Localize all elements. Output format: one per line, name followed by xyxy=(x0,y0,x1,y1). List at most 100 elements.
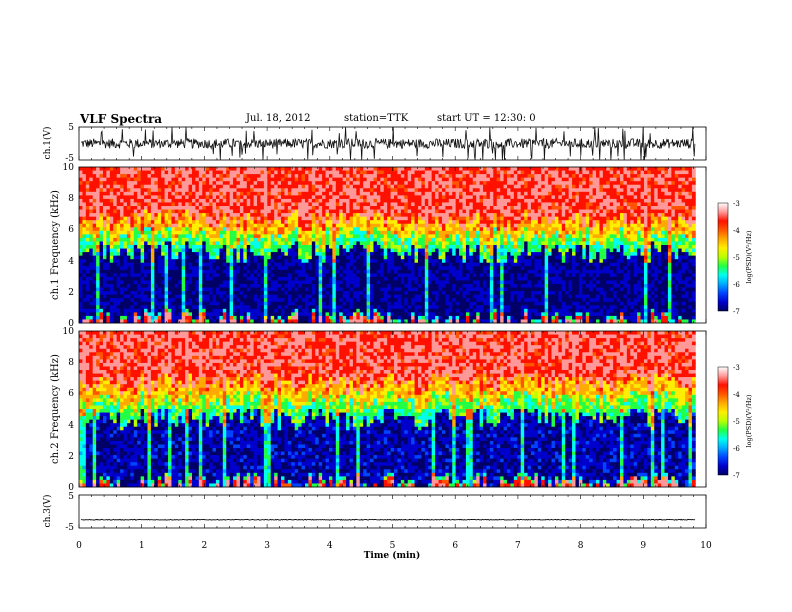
spectrogram-cell xyxy=(174,241,179,246)
spectrogram-cell xyxy=(188,269,193,274)
spectrogram-cell xyxy=(387,170,391,175)
spectrogram-cell xyxy=(414,181,419,186)
spectrogram-cell xyxy=(328,177,333,182)
spectrogram-cell xyxy=(137,252,142,257)
spectrogram-cell xyxy=(281,294,285,299)
spectrogram-cell xyxy=(359,206,364,210)
spectrogram-cell xyxy=(215,188,220,193)
spectrogram-cell xyxy=(417,220,422,225)
spectrogram-cell xyxy=(164,294,169,299)
spectrogram-cell xyxy=(257,259,261,264)
spectrogram-cell xyxy=(438,276,443,281)
spectrogram-cell xyxy=(250,252,255,257)
spectrogram-cell xyxy=(92,237,97,242)
spectrogram-cell xyxy=(82,213,87,218)
spectrogram-cell xyxy=(267,188,272,193)
spectrogram-cell xyxy=(164,280,169,285)
spectrogram-cell xyxy=(315,198,320,203)
spectrogram-cell xyxy=(441,216,446,221)
spectrogram-cell xyxy=(435,181,439,186)
spectrogram-cell xyxy=(383,177,388,182)
spectrogram-cell xyxy=(171,220,176,225)
spectrogram-cell xyxy=(116,312,121,317)
spectrogram-cell xyxy=(226,287,231,292)
spectrogram-cell xyxy=(161,181,165,186)
spectrogram-cell xyxy=(202,223,207,228)
spectrogram-cell xyxy=(325,312,330,317)
spectrogram-cell xyxy=(126,262,131,267)
spectrogram-cell xyxy=(342,184,347,189)
spectrogram-cell xyxy=(222,223,227,228)
spectrogram-cell xyxy=(126,191,131,196)
spectrogram-cell xyxy=(102,174,107,179)
spectrogram-cell xyxy=(106,167,111,171)
spectrogram-cell xyxy=(198,213,203,218)
spectrogram-cell xyxy=(318,202,323,207)
spectrogram-cell xyxy=(407,273,412,278)
spectrogram-cell xyxy=(96,312,100,317)
spectrogram-cell xyxy=(150,227,155,232)
spectrogram-cell xyxy=(356,259,361,264)
spectrogram-cell xyxy=(171,191,176,196)
spectrogram-cell xyxy=(322,266,326,271)
spectrogram-cell xyxy=(260,291,265,296)
spectrogram-cell xyxy=(174,262,179,267)
spectrogram-cell xyxy=(99,191,104,196)
spectrogram-cell xyxy=(144,312,148,317)
spectrogram-cell xyxy=(267,305,272,310)
spectrogram-cell xyxy=(270,181,275,186)
spectrogram-cell xyxy=(294,308,299,313)
spectrogram-cell xyxy=(89,191,94,196)
spectrogram-cell xyxy=(277,287,282,292)
spectrogram-cell xyxy=(154,234,159,239)
spectrogram-cell xyxy=(380,312,385,317)
spectrogram-cell xyxy=(397,170,402,175)
spectrogram-cell xyxy=(441,167,446,171)
spectrogram-cell xyxy=(82,177,87,182)
spectrogram-cell xyxy=(441,177,446,182)
spectrogram-cell xyxy=(431,305,436,310)
spectrogram-cell xyxy=(404,319,409,324)
spectrogram-cell xyxy=(294,291,299,296)
spectrogram-cell xyxy=(414,252,419,257)
spectrogram-cell xyxy=(352,312,357,317)
spectrogram-cell xyxy=(394,248,398,253)
spectrogram-cell xyxy=(102,188,107,193)
spectrogram-cell xyxy=(366,227,371,232)
spectrogram-cell xyxy=(233,177,237,182)
spectrogram-cell xyxy=(277,177,282,182)
spectrogram-cell xyxy=(435,170,439,175)
spectrogram-cell xyxy=(298,248,302,253)
spectrogram-cell xyxy=(387,273,391,278)
spectrogram-cell xyxy=(116,230,121,235)
spectrogram-cell xyxy=(414,248,419,253)
spectrogram-cell xyxy=(260,198,265,203)
spectrogram-cell xyxy=(185,291,189,296)
spectrogram-cell xyxy=(154,287,159,292)
spectrogram-cell xyxy=(287,287,292,292)
spectrogram-cell xyxy=(157,188,162,193)
spectrogram-cell xyxy=(79,174,83,179)
spectrogram-cell xyxy=(281,305,285,310)
spectrogram-cell xyxy=(328,269,333,274)
spectrogram-cell xyxy=(82,291,87,296)
spectrogram-cell xyxy=(346,276,350,281)
spectrogram-cell xyxy=(79,227,83,232)
spectrogram-cell xyxy=(137,170,142,175)
spectrogram-cell xyxy=(346,220,350,225)
spectrogram-cell xyxy=(123,227,128,232)
spectrogram-cell xyxy=(294,269,299,274)
spectrogram-cell xyxy=(397,312,402,317)
spectrogram-cell xyxy=(188,266,193,271)
spectrogram-cell xyxy=(448,252,453,257)
spectrogram-cell xyxy=(452,280,457,285)
spectrogram-cell xyxy=(82,319,87,324)
spectrogram-cell xyxy=(150,206,155,210)
spectrogram-cell xyxy=(407,298,412,303)
spectrogram-cell xyxy=(435,315,439,320)
spectrogram-cell xyxy=(376,273,381,278)
spectrogram-cell xyxy=(137,248,142,253)
spectrogram-cell xyxy=(373,262,378,267)
spectrogram-cell xyxy=(397,301,402,306)
spectrogram-cell xyxy=(414,195,419,200)
